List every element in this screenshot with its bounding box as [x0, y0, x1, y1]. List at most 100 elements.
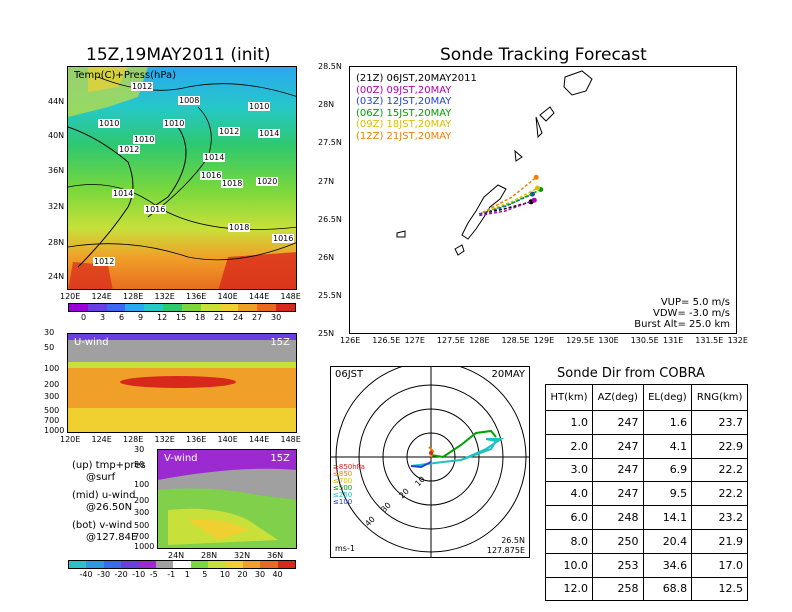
colorbar-tick-label: -30	[97, 570, 111, 579]
lat-tick-label: 44N	[48, 97, 65, 106]
sonde-table-header: HT(km) AZ(deg) EL(deg) RNG(km)	[544, 384, 748, 411]
v-wind-region	[188, 519, 248, 540]
colorbar-swatch	[144, 304, 164, 311]
table-cell: 1.6	[642, 410, 693, 435]
pressure-tick-label: 30	[44, 328, 55, 337]
table-cell: 17.0	[691, 552, 748, 578]
track-param: VUP= 5.0 m/s	[660, 297, 730, 308]
lat-tick-label: 24N	[168, 551, 185, 560]
u-wind-panel: U-wind 15Z	[67, 333, 297, 433]
u-wind-band	[68, 368, 296, 408]
table-cell: 10.0	[544, 552, 594, 578]
polar-lon: 127.875E	[486, 546, 525, 555]
table-cell: 2.0	[544, 433, 594, 459]
pressure-tick-label: 1000	[134, 542, 155, 551]
colorbar-swatch	[260, 561, 278, 568]
colorbar-tick-label: -5	[149, 570, 158, 579]
track-series-line	[479, 199, 535, 217]
table-cell: 3.0	[544, 457, 594, 483]
lon-tick-label: 148E	[280, 435, 301, 444]
isobar-label: 1010	[248, 102, 271, 111]
isobar-label: 1012	[93, 257, 116, 266]
island-outline	[514, 149, 523, 162]
isobar-label: 1018	[221, 179, 244, 188]
island-outline	[539, 106, 555, 122]
surface-map-panel: Temp(C)+Press(hPa) 1012 1008 1010 1010 1010 1…	[67, 66, 297, 290]
track-param: Burst Alt= 25.0 km	[634, 319, 730, 330]
table-cell: 4.0	[544, 481, 594, 507]
colorbar-tick-label: 3	[100, 313, 106, 322]
colorbar-tick-label: 5	[202, 570, 208, 579]
isobar-label: 1016	[144, 205, 167, 214]
isobar-label: 1012	[131, 82, 154, 91]
launch-legend-entry: (06Z) 15JST,20MAY	[356, 107, 452, 119]
lat-tick-label: 32N	[234, 551, 251, 560]
lon-tick-label: 136E	[186, 435, 207, 444]
lat-tick-label: 32N	[48, 202, 65, 211]
polar-unit: ms-1	[335, 544, 355, 553]
table-cell: 22.2	[691, 457, 748, 483]
temperature-colorbar	[68, 303, 296, 312]
colorbar-tick-label: 21	[214, 313, 225, 322]
left-title: 15Z,19MAY2011 (init)	[86, 45, 271, 65]
pressure-tick-label: 30	[134, 445, 145, 454]
colorbar-tick-label: 10	[219, 570, 231, 579]
lon-tick-label: 124E	[91, 435, 112, 444]
launch-legend-entry: (09Z) 18JST,20MAY	[356, 119, 452, 130]
table-cell: 247	[592, 433, 644, 459]
table-cell: 12.5	[691, 576, 748, 602]
colorbar-swatch	[238, 304, 258, 311]
track-series-line	[479, 201, 532, 215]
track-landing-point	[529, 191, 535, 197]
colorbar-swatch	[155, 561, 174, 568]
table-cell: 248	[592, 505, 644, 530]
colorbar-swatch	[86, 561, 104, 568]
sonde-table-title: Sonde Dir from COBRA	[557, 366, 705, 381]
isobar-label: 1018	[228, 223, 251, 232]
table-cell: 68.8	[642, 576, 693, 602]
colorbar-swatch	[219, 304, 239, 311]
sonde-table-body: 1.0 247 1.6 23.7 2.0 247 4.1 22.9 3.0 247 6.9 22.2 4…	[544, 410, 748, 602]
table-cell: 23.2	[691, 505, 748, 530]
land-warmer-area	[88, 67, 128, 92]
table-row: 3.0 247 6.9 22.2	[544, 457, 748, 483]
colorbar-swatch	[69, 304, 88, 311]
colorbar-swatch	[208, 561, 226, 568]
colorbar-tick-label: 15	[176, 313, 187, 322]
lat-tick-label: 36N	[48, 166, 65, 175]
lon-tick-label: 136E	[186, 292, 207, 301]
lon-tick-label: 127E	[404, 336, 425, 345]
table-cell: 21.9	[691, 528, 748, 554]
lat-tick-label: 27N	[318, 176, 335, 186]
colorbar-tick-label: 24	[233, 313, 244, 322]
island-outline	[563, 70, 593, 96]
table-cell: 6.9	[642, 457, 693, 483]
lon-tick-label: 128E	[469, 336, 490, 345]
colorbar-tick-label: 6	[119, 313, 125, 322]
colorbar-tick-label: 9	[138, 313, 144, 322]
u-wind-time: 15Z	[270, 337, 290, 348]
colorbar-tick-label: -20	[114, 570, 128, 579]
colorbar-swatch	[181, 304, 201, 311]
coastline-japan	[152, 126, 187, 208]
right-title: Sonde Tracking Forecast	[440, 45, 647, 65]
lat-tick-label: 27.5N	[318, 138, 342, 148]
lon-tick-label: 144E	[249, 435, 270, 444]
table-cell: 258	[592, 576, 644, 602]
lat-tick-label: 40N	[48, 131, 65, 140]
table-cell: 34.6	[642, 552, 693, 578]
island-outline	[454, 244, 465, 256]
pressure-tick-label: 500	[44, 406, 60, 415]
lon-tick-label: 120E	[60, 435, 81, 444]
u-wind-label: U-wind	[74, 337, 109, 348]
polar-right-label: 20MAY	[491, 369, 525, 380]
lon-tick-label: 132E	[727, 336, 748, 345]
lon-tick-label: 127.5E	[436, 336, 465, 345]
pressure-tick-label: 100	[44, 364, 60, 373]
track-plot	[396, 70, 593, 256]
sonde-table-column-header: RNG(km)	[691, 384, 748, 411]
lon-tick-label: 131E	[663, 336, 684, 345]
lat-tick-label: 28N	[48, 238, 65, 247]
pressure-tick-label: 700	[134, 532, 150, 541]
lat-tick-label: 28N	[318, 100, 335, 110]
